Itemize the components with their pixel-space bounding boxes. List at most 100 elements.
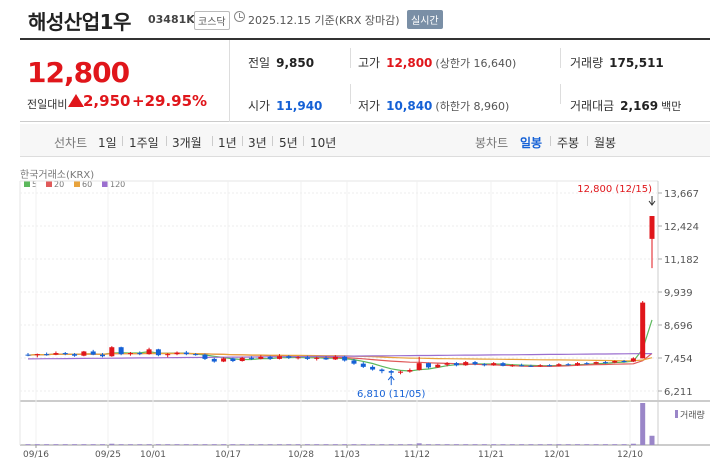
candle-body	[481, 364, 487, 366]
candle-body	[621, 361, 627, 363]
low-price: 저가 10,840 (하한가 8,960)	[358, 97, 509, 114]
volume-bar	[118, 444, 124, 445]
candle-body	[602, 362, 608, 364]
candle-body	[286, 356, 292, 358]
volume-bar	[509, 444, 515, 445]
volume-bar	[574, 444, 580, 445]
volume-bar	[519, 444, 525, 445]
candle-body	[630, 358, 636, 362]
ma-line-120	[27, 353, 652, 360]
volume-bar	[537, 444, 543, 445]
candle-body	[44, 354, 50, 356]
y-tick-label: 11,182	[664, 255, 699, 266]
candle-body	[165, 354, 171, 356]
y-tick-label: 12,424	[664, 222, 699, 233]
market-badge: 코스닥	[194, 11, 230, 30]
volume-bar	[295, 444, 301, 445]
x-tick-label: 09/25	[95, 450, 121, 460]
volume-bar	[155, 444, 161, 445]
x-tick-label: 12/10	[617, 450, 643, 460]
candle-body	[323, 357, 329, 360]
volume-bar	[388, 444, 394, 445]
prev-close-value: 9,850	[276, 56, 315, 70]
price-chart[interactable]: 한국거래소(KRX) 5 20 60 120 13,667 12,424 11,182 9,…	[0, 160, 710, 473]
volume-bar	[81, 444, 87, 445]
low-value: 10,840	[386, 99, 433, 113]
candle-body	[537, 365, 543, 367]
candle-body	[332, 356, 338, 360]
candle-body	[230, 358, 236, 362]
candle-body	[388, 371, 394, 373]
volume-bar	[360, 444, 366, 445]
min-arrow-head	[387, 375, 395, 381]
legend-label: 120	[110, 180, 125, 189]
triangle-up-icon	[68, 94, 84, 107]
candles	[25, 216, 655, 376]
volume-bar	[472, 444, 478, 445]
candle-body	[342, 356, 348, 361]
candle-body	[584, 363, 590, 365]
volume-bar	[621, 444, 627, 445]
chart-source-label: 한국거래소(KRX)	[20, 169, 94, 181]
candle-body	[640, 302, 646, 359]
candle-daily[interactable]: 일봉	[520, 136, 543, 150]
range-10y[interactable]: 10년	[310, 136, 337, 150]
candle-body	[370, 366, 376, 370]
candle-body	[239, 357, 245, 362]
volume-bar	[453, 444, 459, 445]
candle-body	[649, 216, 655, 239]
candle-body	[556, 364, 562, 366]
amount-label: 거래대금	[570, 99, 615, 113]
y-tick-label: 6,211	[664, 387, 693, 398]
candle-body	[407, 370, 413, 372]
min-annotation: 6,810 (11/05)	[357, 389, 426, 400]
candle-body	[155, 349, 161, 356]
volume-bar	[351, 444, 357, 445]
volume-bar	[630, 443, 636, 445]
candle-body	[416, 363, 422, 371]
volume-bar	[584, 444, 590, 445]
range-5y[interactable]: 5년	[279, 136, 298, 150]
candle-body	[221, 358, 227, 362]
candle-body	[193, 354, 199, 356]
range-1y[interactable]: 1년	[218, 136, 237, 150]
range-3m[interactable]: 3개월	[172, 136, 202, 150]
volume-bar	[425, 444, 431, 445]
y-tick-label: 7,454	[664, 354, 693, 365]
candle-weekly[interactable]: 주봉	[557, 136, 580, 150]
stock-code: 03481K	[148, 13, 195, 26]
candle-body	[137, 353, 143, 355]
volume-bar	[304, 444, 310, 445]
candle-body	[127, 353, 133, 355]
candle-body	[491, 363, 497, 366]
volume-bar	[398, 444, 404, 445]
volume-bar	[342, 444, 348, 445]
x-axis: 09/16 09/25 10/01 10/17 10/28 11/03 11/12 11/21…	[23, 445, 643, 460]
line-chart-label: 선차트	[54, 136, 88, 150]
volume: 거래량 175,511	[570, 54, 664, 71]
volume-bar	[407, 444, 413, 445]
realtime-button[interactable]: 실시간	[407, 10, 443, 29]
volume-bar	[379, 444, 385, 445]
range-1w[interactable]: 1주일	[129, 136, 159, 150]
candle-monthly[interactable]: 월봉	[594, 136, 617, 150]
candlestick-chart[interactable]: 한국거래소(KRX) 5 20 60 120 13,667 12,424 11,182 9,…	[0, 160, 710, 473]
volume-bar	[202, 444, 208, 445]
ma-legend: 5 20 60 120	[24, 180, 125, 189]
y-axis: 13,667 12,424 11,182 9,939 8,696 7,454 6,211	[658, 189, 699, 398]
open-price: 시가 11,940	[248, 97, 322, 114]
volume-bar	[249, 444, 255, 445]
volume-label: 거래량	[570, 56, 604, 70]
candle-body	[509, 365, 515, 367]
change-value: 2,950	[83, 92, 131, 110]
candle-body	[612, 361, 618, 363]
legend-label: 60	[82, 180, 92, 189]
candle-body	[146, 349, 152, 355]
prev-close: 전일 9,850	[248, 54, 314, 71]
candle-body	[183, 352, 189, 355]
range-3y[interactable]: 3년	[248, 136, 267, 150]
volume-bars: 거래량	[25, 403, 705, 445]
max-arrow-head	[648, 200, 656, 206]
range-1d[interactable]: 1일	[98, 136, 117, 150]
x-tick-label: 10/28	[288, 450, 314, 460]
